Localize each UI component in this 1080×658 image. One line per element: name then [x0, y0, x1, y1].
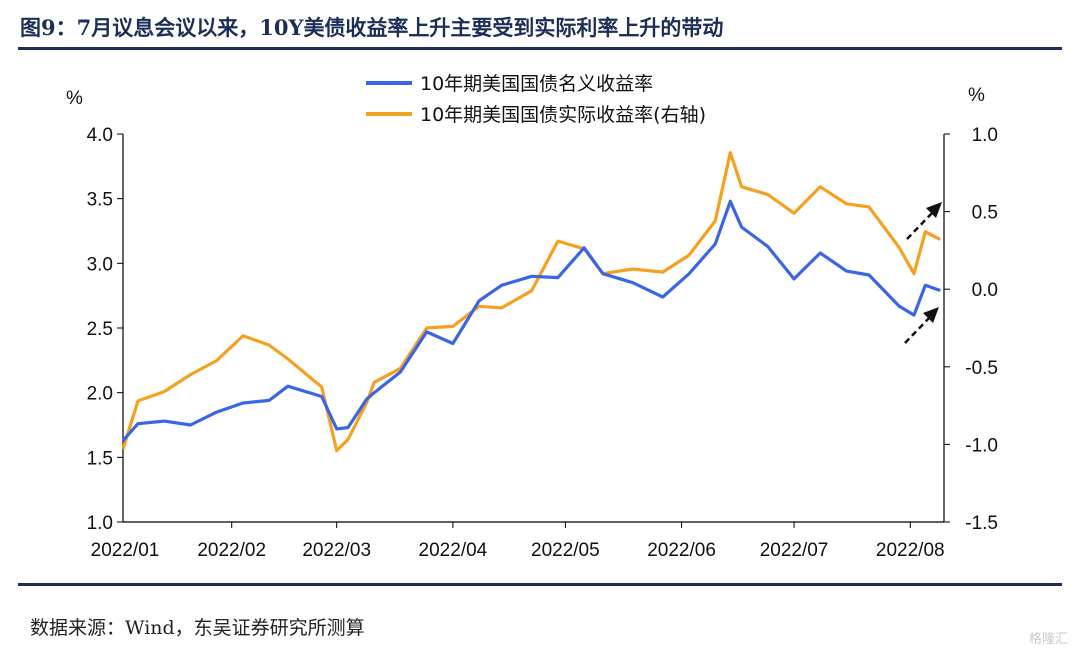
chart-axes: 4.0 3.5 3.0 2.5 2.0 1.5 1.0 1.0 0.5 0.0 -0.5 -1.0 -1… [87, 125, 998, 561]
right-axis-unit: % [968, 85, 985, 106]
annotation-arrows [904, 202, 942, 344]
left-tick-label: 4.0 [87, 125, 113, 146]
right-tick-label: -1.0 [965, 435, 998, 456]
legend-label-nominal: 10年期美国国债名义收益率 [420, 73, 653, 95]
x-tick-label: 2022/03 [302, 540, 371, 561]
x-tick-label: 2022/02 [197, 540, 266, 561]
x-tick-label: 2022/08 [876, 540, 945, 561]
right-tick-label: 0.0 [972, 280, 998, 301]
x-tick-label: 2022/07 [760, 540, 829, 561]
left-tick-label: 2.5 [87, 319, 113, 340]
arrow-lower [904, 315, 932, 344]
arrow-lower-head [923, 307, 939, 323]
left-tick-label: 1.0 [87, 513, 113, 534]
x-tick-label: 2022/04 [419, 540, 488, 561]
arrow-upper [906, 210, 935, 240]
line-chart: 4.0 3.5 3.0 2.5 2.0 1.5 1.0 1.0 0.5 0.0 -0.5 -1.0 -1… [66, 73, 998, 561]
legend-label-real: 10年期美国国债实际收益率(右轴) [420, 104, 706, 126]
series-line-nominal [121, 199, 941, 442]
title-rule [18, 47, 1062, 50]
chart-legend: 10年期美国国债名义收益率 10年期美国国债实际收益率(右轴) [366, 73, 706, 126]
arrow-upper-head [926, 202, 942, 218]
chart-series [121, 151, 942, 453]
left-tick-label: 3.0 [87, 254, 113, 275]
right-tick-label: -1.5 [965, 513, 998, 534]
figure-title: 图9：7月议息会议以来，10Y美债收益率上升主要受到实际利率上升的带动 [20, 15, 724, 40]
left-tick-label: 1.5 [87, 448, 113, 469]
footer-rule [18, 583, 1062, 586]
watermark: 格隆汇 [1028, 632, 1068, 647]
x-tick-label: 2022/01 [91, 540, 160, 561]
right-tick-label: 0.5 [972, 203, 998, 224]
right-tick-label: -0.5 [965, 358, 998, 379]
left-tick-label: 3.5 [87, 190, 113, 211]
x-tick-label: 2022/05 [531, 540, 600, 561]
series-line-real [121, 151, 942, 453]
left-tick-label: 2.0 [87, 384, 113, 405]
right-tick-label: 1.0 [972, 125, 998, 146]
x-tick-label: 2022/06 [647, 540, 716, 561]
left-axis-unit: % [66, 88, 83, 109]
source-note: 数据来源：Wind，东吴证券研究所测算 [30, 617, 365, 639]
